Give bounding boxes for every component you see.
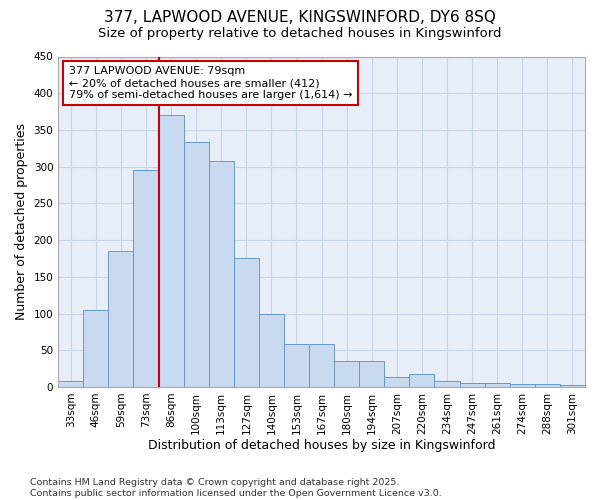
Bar xyxy=(409,374,434,387)
Bar xyxy=(535,384,560,387)
Bar xyxy=(434,381,460,387)
Bar xyxy=(234,258,259,387)
Y-axis label: Number of detached properties: Number of detached properties xyxy=(15,123,28,320)
Text: Size of property relative to detached houses in Kingswinford: Size of property relative to detached ho… xyxy=(98,28,502,40)
Bar xyxy=(560,385,585,387)
Bar xyxy=(209,161,234,387)
Bar xyxy=(510,384,535,387)
Bar xyxy=(109,251,133,387)
Bar xyxy=(158,115,184,387)
Bar xyxy=(133,170,158,387)
Bar xyxy=(58,381,83,387)
Bar xyxy=(485,384,510,387)
Bar xyxy=(184,142,209,387)
Bar xyxy=(309,344,334,387)
Text: 377, LAPWOOD AVENUE, KINGSWINFORD, DY6 8SQ: 377, LAPWOOD AVENUE, KINGSWINFORD, DY6 8… xyxy=(104,10,496,25)
Bar xyxy=(259,314,284,387)
X-axis label: Distribution of detached houses by size in Kingswinford: Distribution of detached houses by size … xyxy=(148,440,496,452)
Text: 377 LAPWOOD AVENUE: 79sqm
← 20% of detached houses are smaller (412)
79% of semi: 377 LAPWOOD AVENUE: 79sqm ← 20% of detac… xyxy=(69,66,352,100)
Bar xyxy=(385,378,409,387)
Bar xyxy=(359,362,385,387)
Bar xyxy=(460,384,485,387)
Bar xyxy=(284,344,309,387)
Bar xyxy=(83,310,109,387)
Bar xyxy=(334,362,359,387)
Text: Contains HM Land Registry data © Crown copyright and database right 2025.
Contai: Contains HM Land Registry data © Crown c… xyxy=(30,478,442,498)
